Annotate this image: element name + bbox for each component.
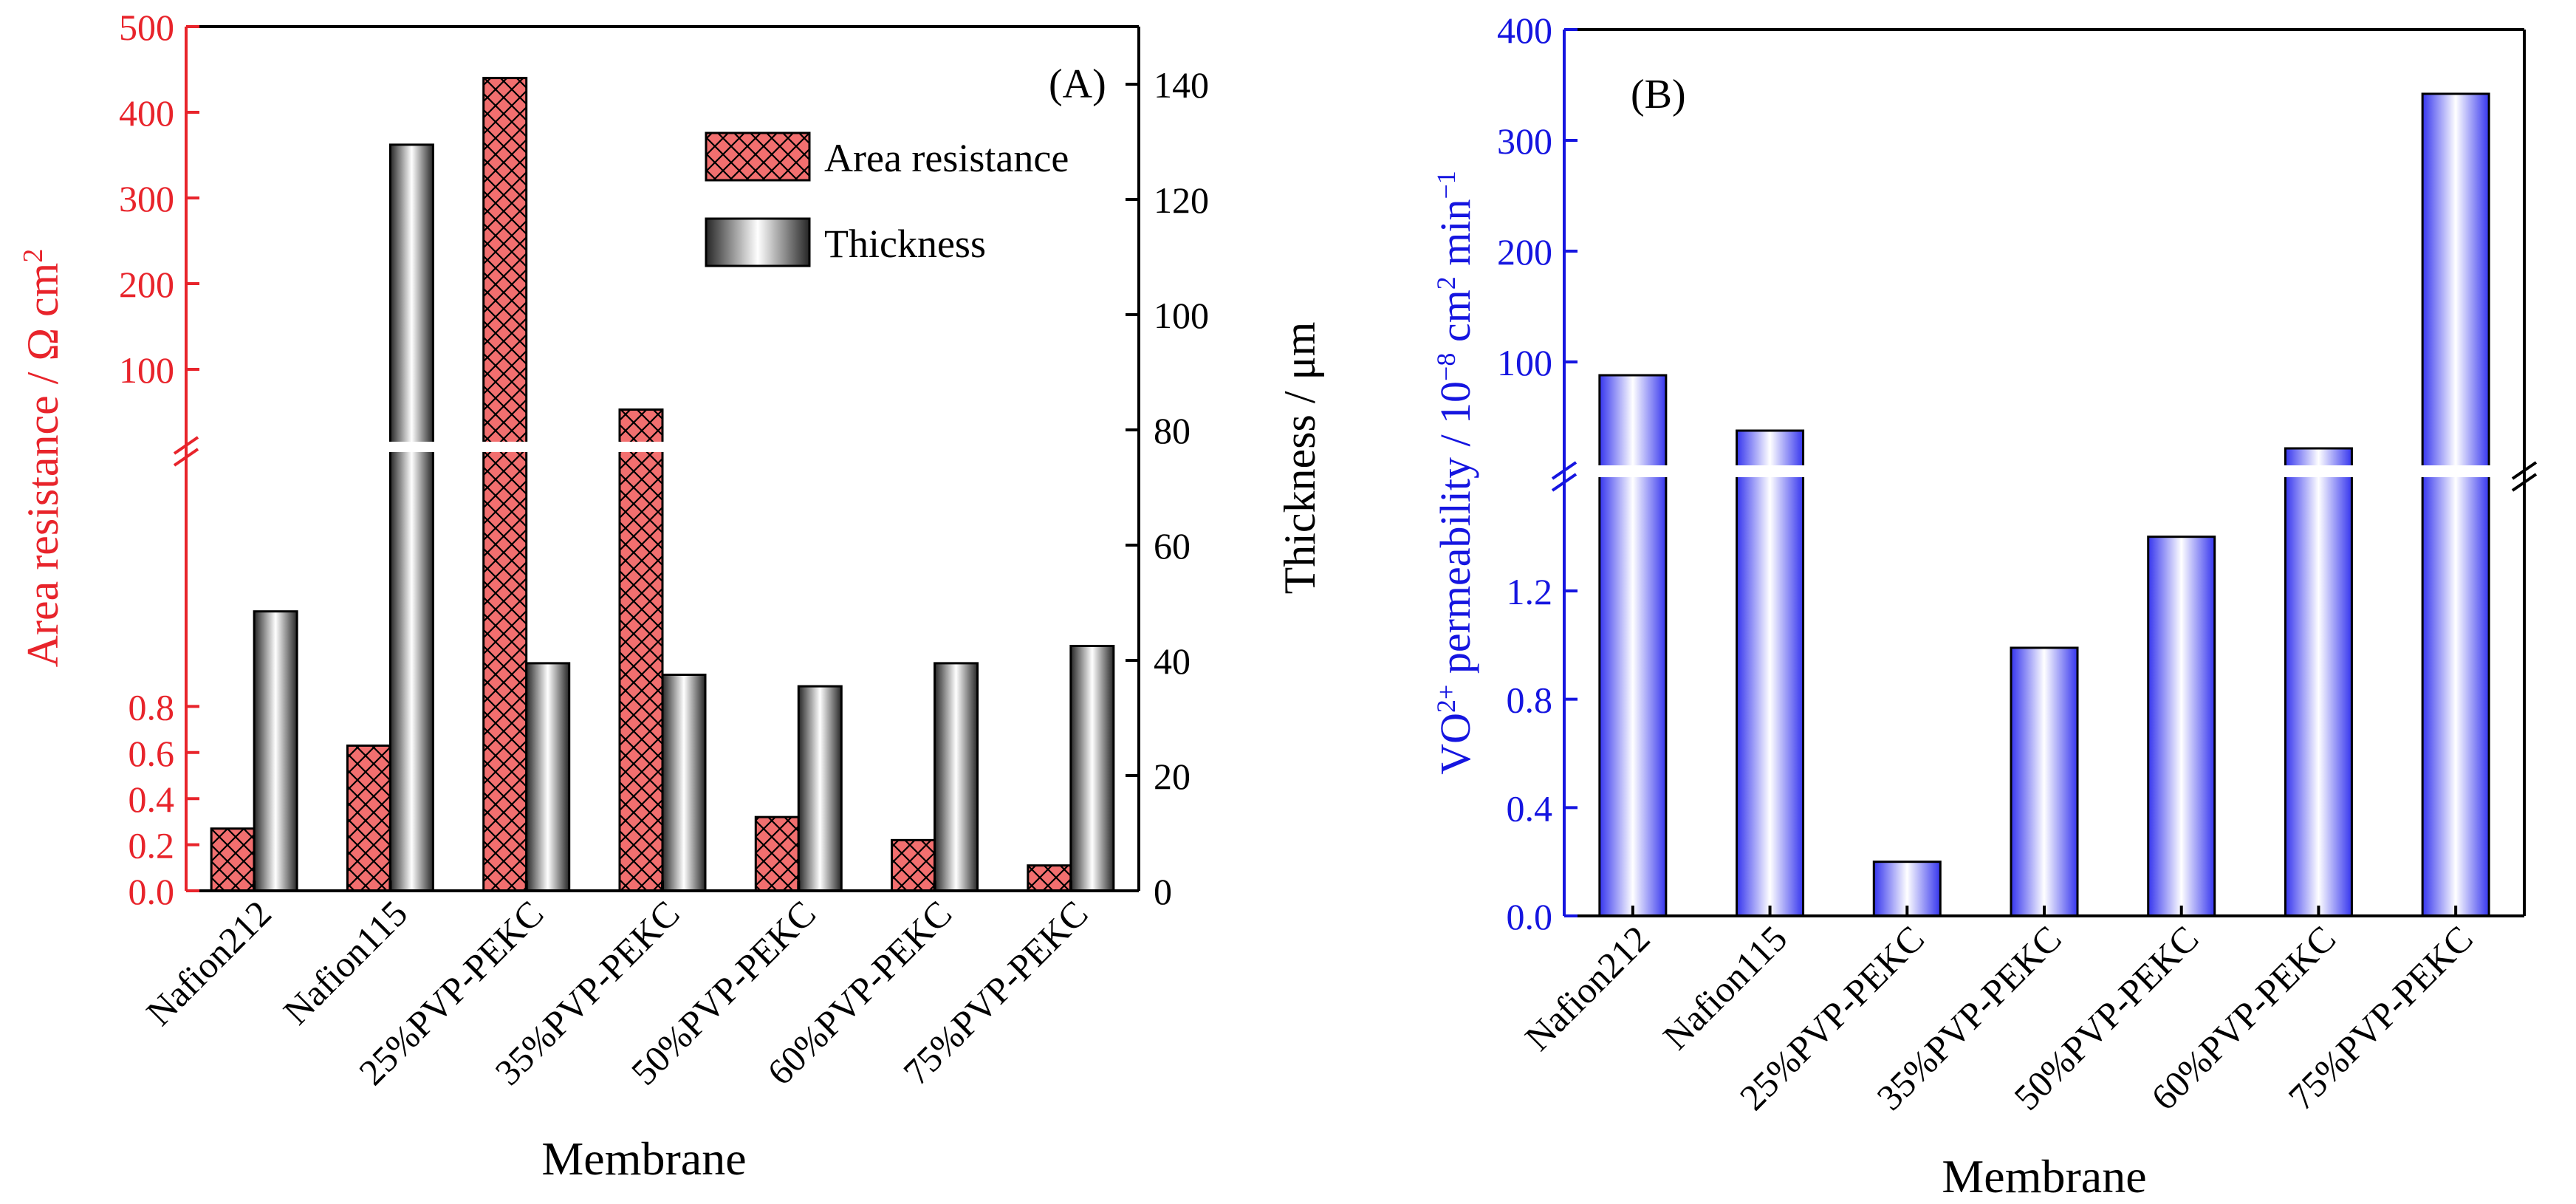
y-title-part-6: 2: [1431, 276, 1461, 290]
bar-area-resistance-nafion212: [210, 827, 256, 892]
bar-area-resistance-60-pvp-pekc: [891, 838, 936, 892]
right-tick-label-20: 20: [1154, 756, 1191, 797]
panel-a-left-axis-title: Area resistance / Ω cm2: [18, 249, 67, 668]
b-left-tick-label-low-0-8: 0.8: [1507, 680, 1553, 721]
panel-a-left-axis-title-sup: 2: [18, 249, 49, 263]
right-tick-label-60: 60: [1154, 525, 1191, 567]
bar-permeability-nafion212: [1598, 374, 1668, 917]
bar-area-resistance-75-pvp-pekc: [1027, 864, 1072, 892]
y-title-part-5: cm: [1431, 290, 1479, 352]
x-label-a-nafion115: Nafion115: [275, 892, 416, 1033]
panel-a-left-ticks: 0.0 0.2 0.4 0.6 0.8 100 200 300 400 500: [119, 7, 199, 912]
panel-b-label: (B): [1631, 72, 1686, 117]
left-tick-label-high-500: 500: [119, 7, 174, 48]
bar-permeability-60-pvp-pekc: [2284, 447, 2353, 917]
bar-thickness-nafion115: [388, 143, 434, 892]
y-title-part-2: 2+: [1431, 685, 1461, 713]
right-tick-label-40: 40: [1154, 640, 1191, 682]
panel-a: 0.0 0.2 0.4 0.6 0.8 100 200 300 400 500 0 20 40 60 80…: [18, 7, 1324, 1185]
y-title-part-3: permeability / 10: [1431, 381, 1479, 685]
bar-thickness-75-pvp-pekc: [1069, 645, 1115, 892]
right-tick-label-0: 0: [1154, 871, 1172, 912]
panel-a-bars: [210, 77, 1115, 892]
left-tick-label-low-0-4: 0.4: [129, 779, 175, 820]
panel-b-axis-break: [1551, 461, 2538, 492]
left-tick-label-low-0-0: 0.0: [129, 871, 175, 912]
panel-b-bars: [1598, 92, 2490, 917]
right-tick-label-140: 140: [1154, 64, 1209, 106]
bar-thickness-60-pvp-pekc: [934, 662, 979, 892]
bar-area-resistance-50-pvp-pekc: [754, 815, 800, 892]
bar-area-resistance-25-pvp-pekc: [482, 77, 528, 892]
bar-permeability-35-pvp-pekc: [2010, 646, 2079, 917]
x-label-b-nafion115: Nafion115: [1655, 917, 1795, 1058]
bar-thickness-35-pvp-pekc: [661, 674, 707, 892]
left-tick-label-low-0-6: 0.6: [129, 733, 175, 774]
left-tick-label-high-200: 200: [119, 264, 174, 305]
b-left-tick-label-high-400: 400: [1497, 10, 1552, 51]
bar-thickness-nafion212: [253, 610, 298, 892]
x-label-a-nafion212: Nafion212: [138, 892, 279, 1033]
y-title-part-7: min: [1431, 199, 1479, 277]
b-left-tick-label-low-0-0: 0.0: [1507, 896, 1553, 937]
bar-thickness-25-pvp-pekc: [525, 662, 571, 892]
panel-a-x-axis-title: Membrane: [541, 1132, 746, 1185]
panel-b: 0.0 0.4 0.8 1.2 100 200 300 400 Nafion212Nafion…: [1431, 10, 2538, 1203]
panel-a-right-ticks: 0 20 40 60 80 100 120 140: [1126, 64, 1209, 912]
b-left-tick-label-low-1-2: 1.2: [1507, 571, 1553, 612]
panel-b-y-axis-title: VO2+ permeability / 10−8 cm2 min−1: [1431, 171, 1479, 775]
y-title-part-4: −8: [1431, 353, 1461, 381]
panel-b-break-band: [1566, 465, 2522, 477]
b-left-tick-label-high-300: 300: [1497, 120, 1552, 162]
panel-a-category-labels: Nafion212Nafion11525%PVP-PEKC35%PVP-PEKC…: [138, 880, 1096, 1093]
panel-a-left-axis-title-main: Area resistance / Ω cm: [18, 263, 67, 668]
left-tick-label-high-300: 300: [119, 178, 174, 219]
b-left-tick-label-high-200: 200: [1497, 231, 1552, 273]
legend-thickness-swatch: [705, 217, 811, 267]
y-title-part-1: VO: [1431, 713, 1479, 775]
panel-b-category-labels: Nafion212Nafion11525%PVP-PEKC35%PVP-PEKC…: [1517, 906, 2481, 1118]
right-tick-label-80: 80: [1154, 410, 1191, 451]
panel-a-break-band: [188, 442, 1137, 452]
bar-area-resistance-nafion115: [346, 744, 391, 892]
b-left-tick-label-high-100: 100: [1497, 342, 1552, 383]
left-tick-label-high-100: 100: [119, 349, 174, 391]
bar-permeability-50-pvp-pekc: [2147, 536, 2216, 917]
left-tick-label-low-0-2: 0.2: [129, 825, 175, 866]
panel-b-x-axis-title: Membrane: [1942, 1150, 2146, 1203]
legend-area-resistance-label: Area resistance: [824, 136, 1069, 180]
right-tick-label-100: 100: [1154, 295, 1209, 336]
x-label-b-nafion212: Nafion212: [1517, 917, 1658, 1058]
legend-thickness-label: Thickness: [824, 222, 986, 266]
bar-permeability-75-pvp-pekc: [2421, 92, 2490, 917]
b-left-tick-label-low-0-4: 0.4: [1507, 787, 1553, 829]
legend-area-resistance-swatch: [705, 131, 811, 182]
bar-thickness-50-pvp-pekc: [797, 685, 843, 892]
panel-a-legend: Area resistance Thickness: [705, 131, 1069, 267]
y-title-part-8: −1: [1431, 171, 1461, 199]
right-tick-label-120: 120: [1154, 179, 1209, 221]
panel-b-left-ticks: 0.0 0.4 0.8 1.2 100 200 300 400: [1497, 10, 1578, 937]
left-tick-label-low-0-8: 0.8: [129, 686, 175, 728]
bar-area-resistance-35-pvp-pekc: [618, 408, 664, 892]
panel-a-right-axis-title: Thickness / μm: [1275, 322, 1324, 595]
panel-a-label: (A): [1049, 61, 1106, 107]
bar-permeability-nafion115: [1736, 429, 1805, 917]
left-tick-label-high-400: 400: [119, 92, 174, 134]
